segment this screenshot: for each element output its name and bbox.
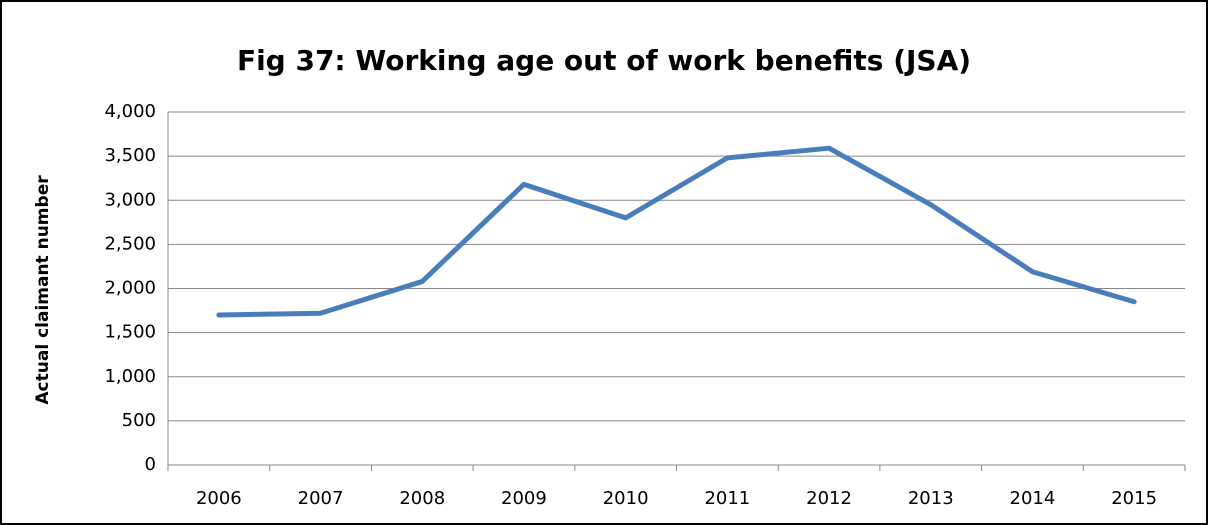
y-tick-label: 0 bbox=[145, 454, 156, 475]
chart-title: Fig 37: Working age out of work benefits… bbox=[237, 44, 971, 77]
y-tick-label: 1,000 bbox=[104, 366, 156, 387]
x-tick-label: 2010 bbox=[603, 488, 649, 509]
y-tick-label: 3,500 bbox=[104, 145, 156, 166]
x-tick-label: 2009 bbox=[501, 488, 547, 509]
data-line bbox=[216, 145, 1137, 318]
y-tick-label: 2,000 bbox=[104, 278, 156, 299]
x-tick-label: 2008 bbox=[399, 488, 445, 509]
x-tick-label: 2012 bbox=[806, 488, 852, 509]
y-tick-label: 500 bbox=[122, 410, 156, 431]
x-tick-label: 2006 bbox=[196, 488, 242, 509]
y-tick-label: 4,000 bbox=[104, 101, 156, 122]
x-tick-label: 2013 bbox=[908, 488, 954, 509]
y-tick-label: 2,500 bbox=[104, 233, 156, 254]
x-tick-label: 2014 bbox=[1010, 488, 1056, 509]
y-tick-label: 1,500 bbox=[104, 322, 156, 343]
x-tick-label: 2007 bbox=[298, 488, 344, 509]
x-tick-label: 2015 bbox=[1111, 488, 1157, 509]
x-tick-label: 2011 bbox=[704, 488, 750, 509]
y-tick-label: 3,000 bbox=[104, 189, 156, 210]
y-axis-title: Actual claimant number bbox=[33, 175, 53, 405]
